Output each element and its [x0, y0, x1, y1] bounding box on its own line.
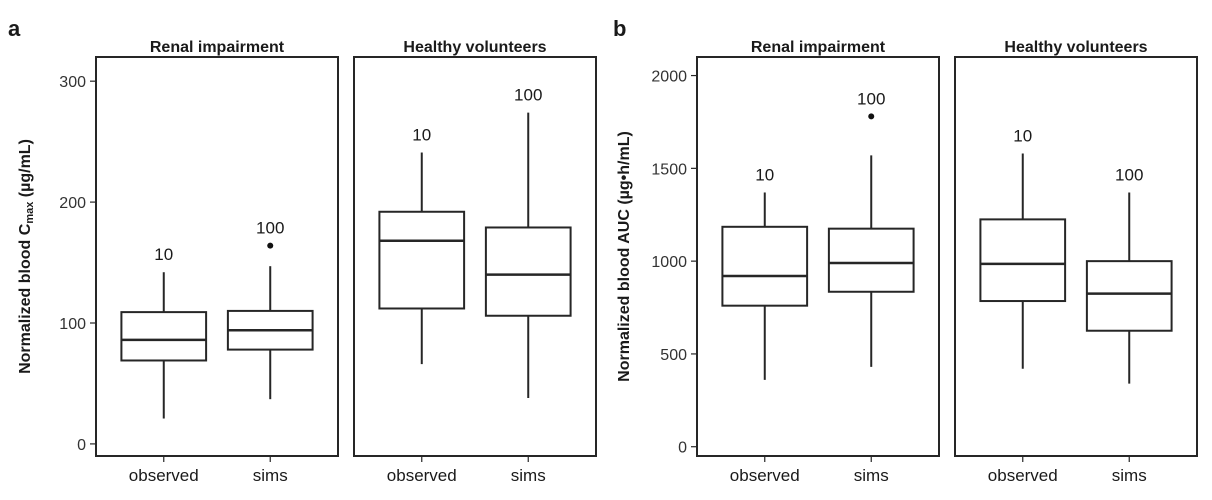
x-tick-label: sims [511, 466, 546, 485]
facet-title: Healthy volunteers [1004, 39, 1147, 56]
box-observed: 10 observed [378, 126, 466, 485]
y-tick-label: 200 [59, 195, 86, 212]
facet-frame [353, 56, 597, 457]
x-tick-label: sims [854, 466, 889, 485]
x-tick-label: sims [1112, 466, 1147, 485]
box-observed: 10 observed [120, 245, 208, 485]
sample-size-label: 10 [412, 126, 431, 145]
box-sims: 100 sims [484, 86, 572, 485]
y-tick-label: 1000 [651, 254, 687, 271]
chart-panel-b: b Normalized blood AUC (µg•h/mL) 0 500 1000 1… [613, 16, 1198, 485]
x-tick-label: observed [730, 466, 800, 485]
facet-title: Renal impairment [751, 39, 886, 56]
sample-size-label: 100 [1115, 165, 1143, 184]
box-sims: 100 sims [226, 219, 314, 485]
x-tick-label: observed [387, 466, 457, 485]
box-observed: 10 observed [721, 165, 809, 485]
y-axis-label-main: Normalized blood AUC (µg•h/mL) [616, 131, 633, 382]
iqr-box [827, 227, 915, 293]
iqr-box [721, 225, 809, 307]
sample-size-label: 100 [514, 86, 542, 105]
sample-size-label: 10 [1013, 127, 1032, 146]
facet-1: Healthy volunteers 10 observed 100 sims [954, 39, 1198, 485]
box-sims: 100 sims [827, 89, 915, 485]
x-tick-label: observed [988, 466, 1058, 485]
y-tick-label: 500 [660, 347, 687, 364]
facet-frame [954, 56, 1198, 457]
facet-title: Healthy volunteers [403, 39, 546, 56]
outlier-point [868, 113, 875, 120]
facet-0: Renal impairment 10 observed 100 sims [696, 39, 940, 485]
x-tick-label: sims [253, 466, 288, 485]
sample-size-label: 10 [154, 245, 173, 264]
panel-label: a [8, 16, 21, 41]
iqr-box [378, 210, 466, 310]
facet-1: Healthy volunteers 10 observed 100 sims [353, 39, 597, 485]
iqr-box [979, 218, 1067, 303]
box-observed: 10 observed [979, 127, 1067, 485]
y-axis-label-unit: (µg/mL) [17, 139, 34, 202]
facet-frame [696, 56, 940, 457]
iqr-box [120, 311, 208, 362]
panel-label: b [613, 16, 626, 41]
chart-panel-a: a Normalized blood Cmax (µg/mL) 0 100 200 300… [8, 16, 597, 485]
y-axis-label: Normalized blood AUC (µg•h/mL) [616, 131, 633, 382]
facet-0: Renal impairment 10 observed 100 sims [95, 39, 339, 485]
iqr-box [1085, 260, 1173, 332]
y-tick-label: 300 [59, 74, 86, 91]
facet-frame [95, 56, 339, 457]
y-tick-label: 0 [77, 437, 86, 454]
sample-size-label: 100 [256, 219, 284, 238]
y-axis-label-main: Normalized blood C [17, 223, 34, 374]
sample-size-label: 10 [755, 165, 774, 184]
y-tick-label: 1500 [651, 161, 687, 178]
x-tick-label: observed [129, 466, 199, 485]
y-tick-label: 100 [59, 316, 86, 333]
facet-title: Renal impairment [150, 39, 285, 56]
outlier-point [267, 242, 274, 249]
y-tick-label: 0 [678, 440, 687, 457]
y-axis-label: Normalized blood Cmax (µg/mL) [17, 139, 36, 374]
y-axis-label-sub: max [24, 201, 36, 224]
sample-size-label: 100 [857, 89, 885, 108]
box-sims: 100 sims [1085, 165, 1173, 485]
iqr-box [484, 226, 572, 317]
y-tick-label: 2000 [651, 69, 687, 86]
